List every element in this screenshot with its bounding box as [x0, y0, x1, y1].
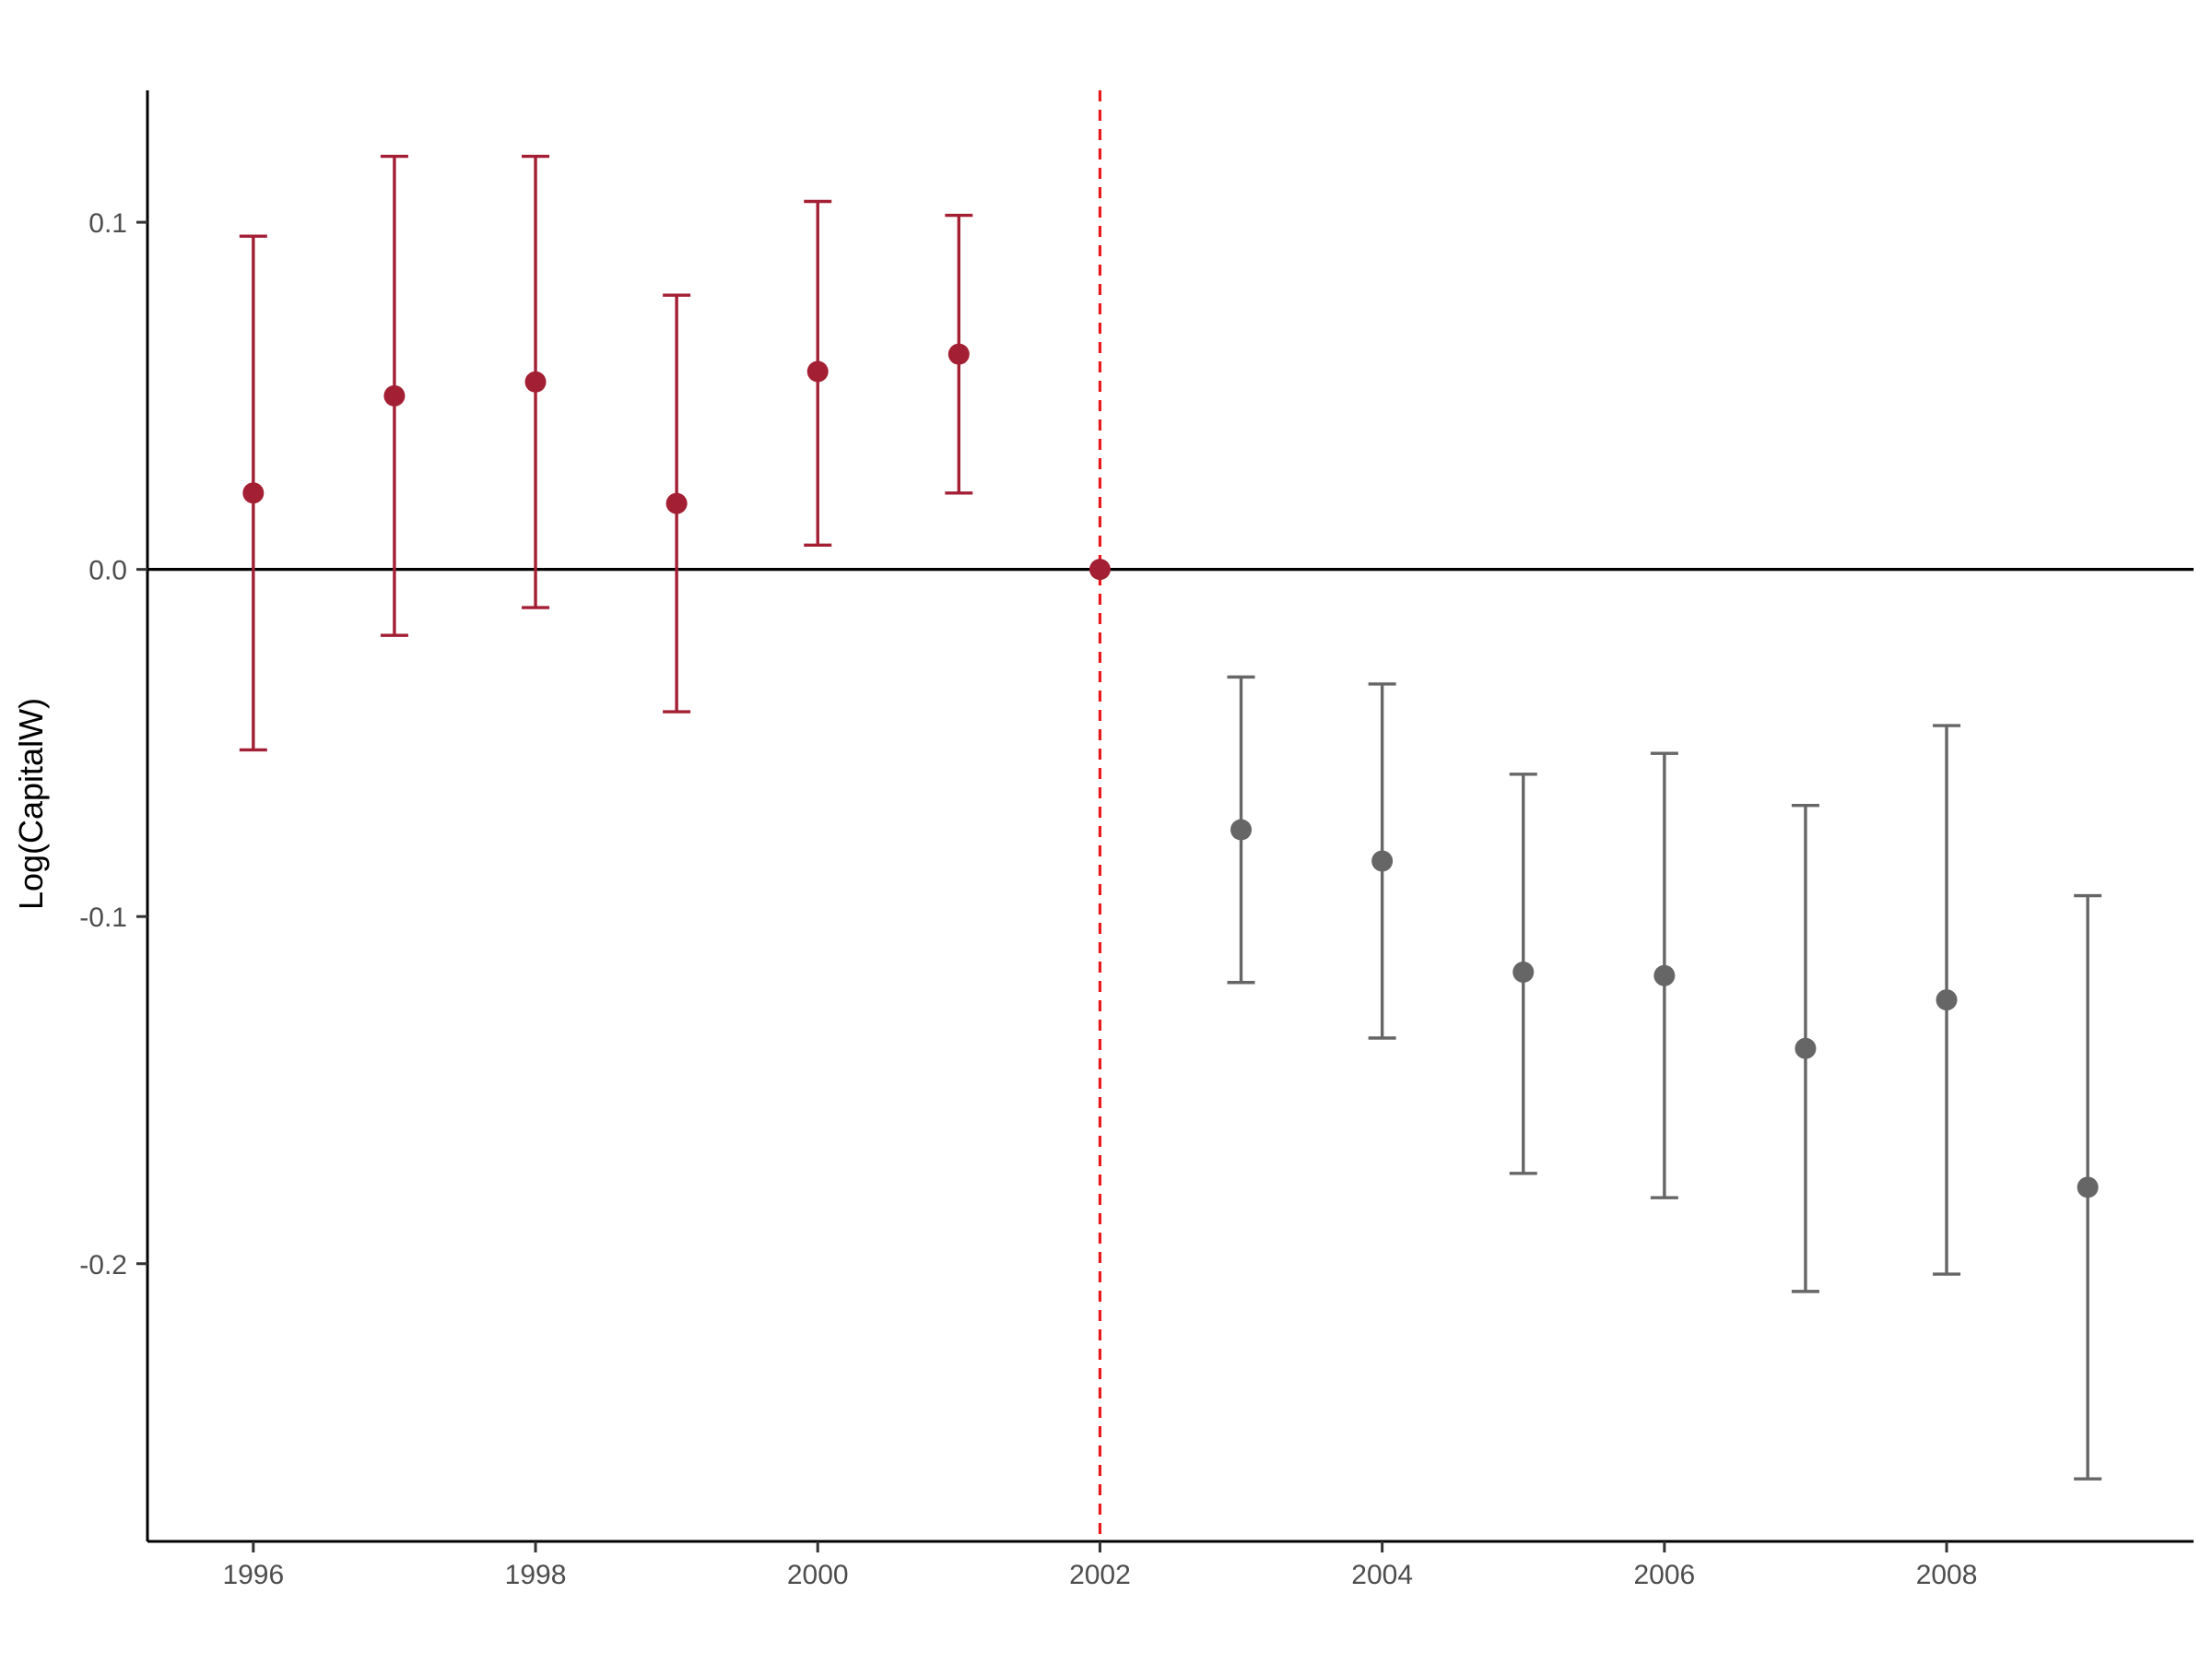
- data-point: [1653, 964, 1676, 986]
- y-tick-label: -0.1: [79, 903, 127, 933]
- data-point: [665, 492, 688, 514]
- y-tick-label: 0.1: [88, 208, 127, 239]
- data-point: [524, 371, 547, 393]
- data-point: [1088, 559, 1111, 581]
- y-tick-label: 0.0: [88, 556, 127, 586]
- data-point: [2077, 1176, 2099, 1198]
- points-layer: [242, 343, 2099, 1198]
- labels-layer: 1996 1998 2000 2002 2004 2006 2008 -0.2 -0.1 0.0 0…: [79, 208, 1977, 1590]
- reference-lines-layer: [147, 90, 2194, 1541]
- data-point: [1794, 1037, 1817, 1059]
- data-point: [1371, 850, 1394, 872]
- data-point: [242, 482, 265, 504]
- x-tick-label: 2008: [1916, 1560, 1978, 1590]
- data-point: [806, 360, 829, 383]
- x-tick-label: 1996: [222, 1560, 284, 1590]
- data-point: [1230, 819, 1253, 841]
- x-tick-label: 2006: [1633, 1560, 1695, 1590]
- x-tick-label: 2004: [1351, 1560, 1413, 1590]
- data-point: [383, 384, 406, 407]
- y-axis-title: Log(CapitalW): [12, 698, 50, 910]
- data-point: [947, 343, 970, 365]
- x-tick-label: 1998: [505, 1560, 567, 1590]
- x-tick-label: 2002: [1069, 1560, 1131, 1590]
- y-tick-label: -0.2: [79, 1250, 127, 1280]
- data-point: [1512, 961, 1535, 983]
- data-point: [1936, 989, 1958, 1011]
- x-tick-label: 2000: [787, 1560, 849, 1590]
- axes-layer: [136, 90, 2194, 1552]
- error-bars-layer: [239, 154, 2102, 1481]
